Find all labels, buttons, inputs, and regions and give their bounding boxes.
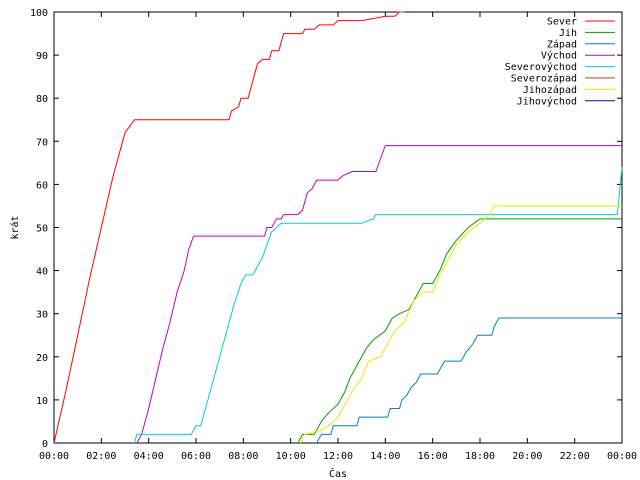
y-tick-label-7: 70: [36, 137, 48, 148]
legend-label-0: Sever: [547, 17, 577, 28]
legend-label-7: Jihovýchod: [517, 95, 577, 107]
y-tick-label-4: 40: [36, 267, 48, 278]
series-line-3: [136, 145, 622, 444]
series-line-2: [316, 317, 622, 444]
y-tick-label-10: 100: [30, 8, 48, 19]
legend-label-1: Jih: [559, 28, 577, 39]
x-tick-label-12: 00:00: [607, 451, 637, 462]
series-layer: [53, 11, 623, 444]
x-axis-label: Čas: [329, 467, 347, 480]
x-tick-label-2: 04:00: [134, 451, 164, 462]
y-tick-label-8: 80: [36, 94, 48, 105]
x-tick-label-11: 22:00: [560, 451, 590, 462]
y-tick-label-6: 60: [36, 180, 48, 191]
x-tick-label-5: 10:00: [276, 451, 306, 462]
series-line-0: [53, 11, 405, 444]
axes: 00:00 02:00 04:00 06:00 08:00 10:00 12:00 14:00…: [9, 8, 637, 480]
x-tick-label-1: 02:00: [86, 451, 116, 462]
series-line-4: [134, 167, 623, 444]
x-tick-label-4: 08:00: [228, 451, 258, 462]
y-tick-label-5: 50: [36, 224, 48, 235]
x-tick-label-3: 06:00: [181, 451, 211, 462]
legend-label-4: Severovýchod: [505, 61, 577, 73]
legend-label-2: Západ: [547, 38, 577, 50]
series-line-1: [297, 218, 622, 444]
legend-label-6: Jihozápad: [523, 84, 577, 96]
legend-label-5: Severozápad: [511, 73, 577, 85]
x-tick-label-9: 18:00: [465, 451, 495, 462]
y-tick-label-2: 20: [36, 353, 48, 364]
x-tick-label-0: 00:00: [39, 451, 69, 462]
series-line-6: [299, 205, 622, 444]
legend: SeverJihZápadVýchodSeverovýchodSeverozáp…: [505, 17, 615, 107]
x-tick-label-6: 12:00: [323, 451, 353, 462]
x-tick-label-7: 14:00: [370, 451, 400, 462]
x-tick-label-10: 20:00: [512, 451, 542, 462]
y-tick-label-1: 10: [36, 396, 48, 407]
y-axis-label: krát: [9, 215, 21, 239]
y-tick-label-9: 90: [36, 51, 48, 62]
legend-label-3: Východ: [541, 50, 577, 62]
x-tick-label-8: 16:00: [418, 451, 448, 462]
y-tick-label-0: 0: [42, 439, 48, 450]
y-tick-label-3: 30: [36, 310, 48, 321]
